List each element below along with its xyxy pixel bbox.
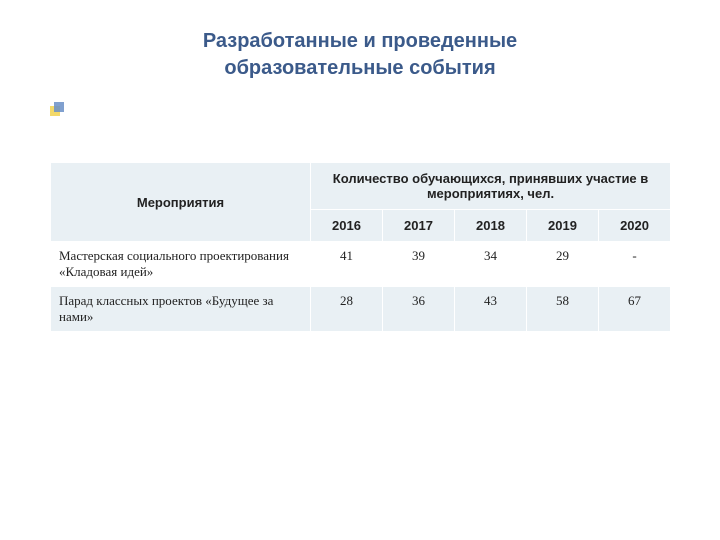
col-header-group: Количество обучающихся, принявших участи… <box>311 163 671 210</box>
row-value: 43 <box>455 287 527 332</box>
events-table-container: Мероприятия Количество обучающихся, прин… <box>50 162 670 332</box>
row-label: Парад классных проектов «Будущее за нами… <box>51 287 311 332</box>
decorative-bullet <box>50 102 64 116</box>
row-value: 34 <box>455 242 527 287</box>
row-value: 36 <box>383 287 455 332</box>
col-header-year: 2019 <box>527 210 599 242</box>
row-value: 41 <box>311 242 383 287</box>
row-value: 29 <box>527 242 599 287</box>
col-header-year: 2017 <box>383 210 455 242</box>
title-line1: Разработанные и проведенные <box>203 30 517 52</box>
row-value: 39 <box>383 242 455 287</box>
row-value: 67 <box>599 287 671 332</box>
bullet-square-front <box>54 102 64 112</box>
events-table: Мероприятия Количество обучающихся, прин… <box>50 162 671 332</box>
table-row: Парад классных проектов «Будущее за нами… <box>51 287 671 332</box>
col-header-year: 2018 <box>455 210 527 242</box>
row-value: 58 <box>527 287 599 332</box>
table-row: Мастерская социального проектирования «К… <box>51 242 671 287</box>
row-value: 28 <box>311 287 383 332</box>
col-header-events: Мероприятия <box>51 163 311 242</box>
row-value: - <box>599 242 671 287</box>
col-header-year: 2016 <box>311 210 383 242</box>
title-line2: образовательные события <box>224 57 495 79</box>
col-header-year: 2020 <box>599 210 671 242</box>
page-title: Разработанные и проведенные образователь… <box>0 28 720 82</box>
row-label: Мастерская социального проектирования «К… <box>51 242 311 287</box>
